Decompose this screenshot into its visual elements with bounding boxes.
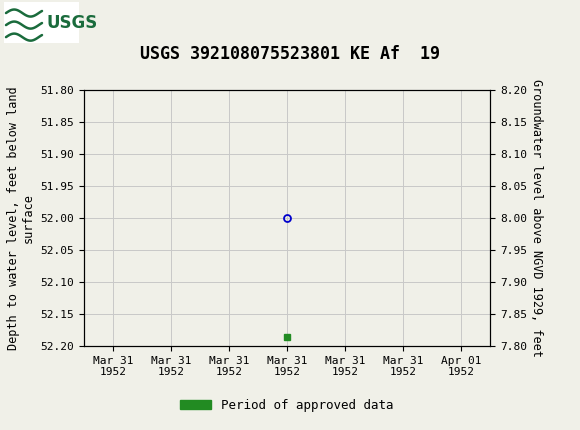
Text: USGS 392108075523801 KE Af  19: USGS 392108075523801 KE Af 19 <box>140 45 440 63</box>
Bar <box>4 2 79 43</box>
Y-axis label: Depth to water level, feet below land
surface: Depth to water level, feet below land su… <box>7 86 35 350</box>
Text: USGS: USGS <box>47 14 98 32</box>
Legend: Period of approved data: Period of approved data <box>175 393 399 417</box>
Y-axis label: Groundwater level above NGVD 1929, feet: Groundwater level above NGVD 1929, feet <box>531 79 543 357</box>
